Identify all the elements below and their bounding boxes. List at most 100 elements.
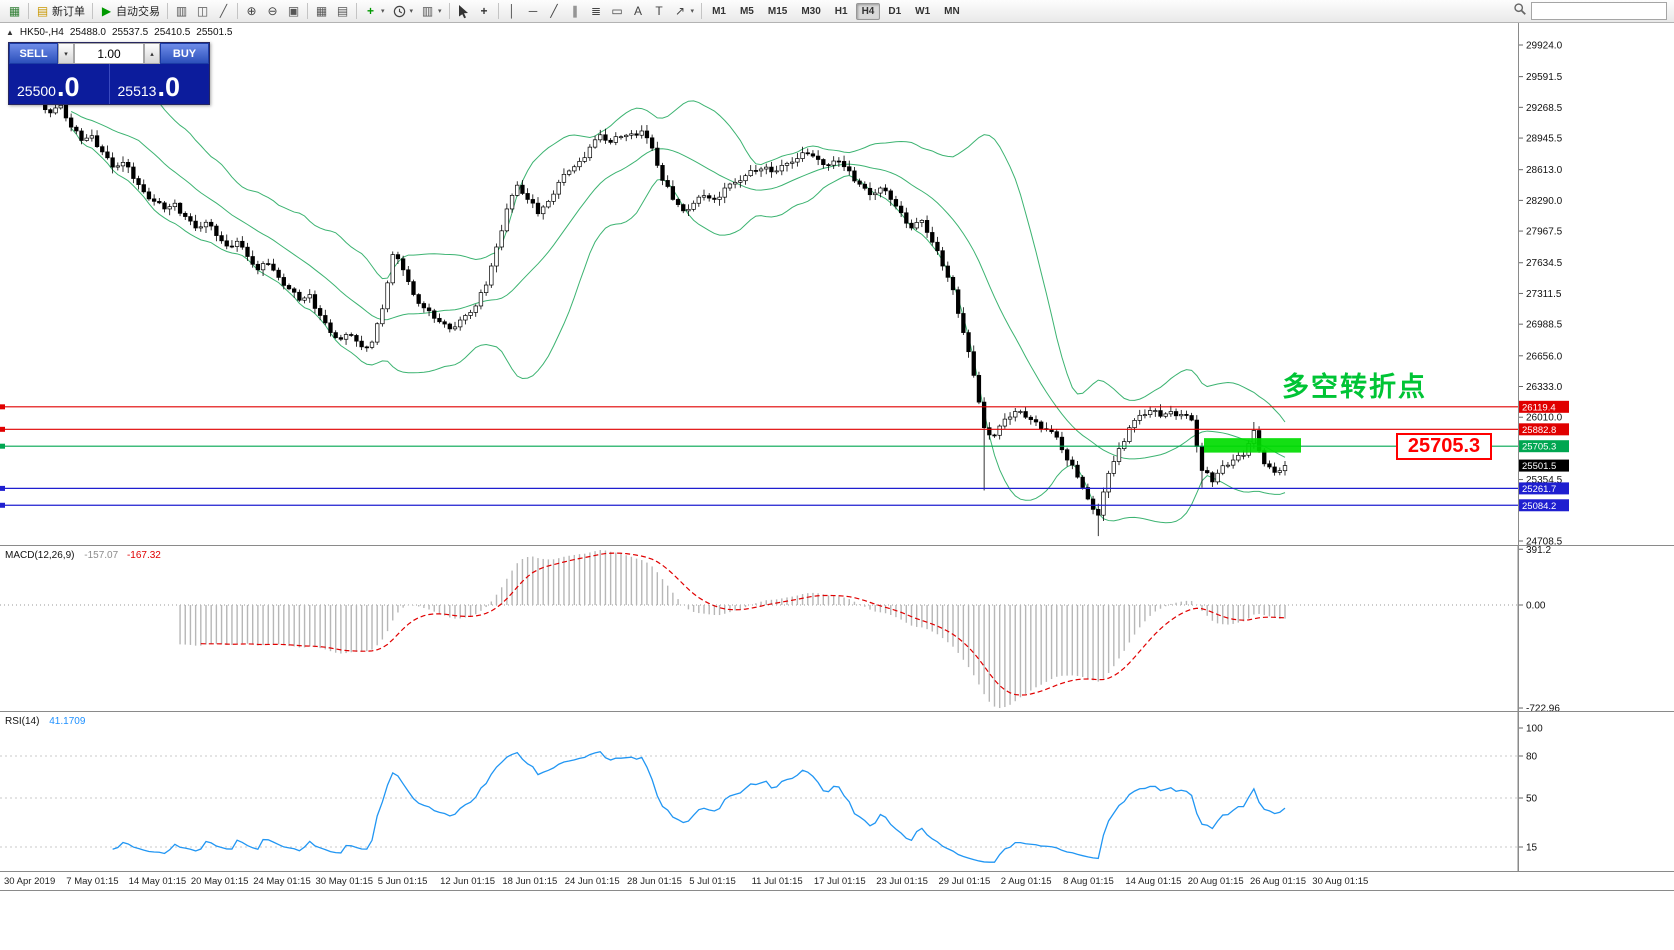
arrows-button[interactable]: ↗ ▾ bbox=[670, 1, 699, 22]
svg-text:-722.96: -722.96 bbox=[1526, 704, 1560, 712]
price-chart-canvas[interactable]: 29924.0 29591.5 29268.5 28945.5 28613.0 28290… bbox=[0, 22, 1674, 546]
macd-panel-canvas[interactable]: 391.2 0.00 -722.96 bbox=[0, 546, 1674, 712]
chart-bars-button[interactable]: ▥ bbox=[171, 1, 192, 22]
svg-text:26333.0: 26333.0 bbox=[1526, 382, 1563, 393]
macd-name: MACD(12,26,9) bbox=[5, 550, 75, 561]
toolbar-search-input[interactable] bbox=[1531, 2, 1667, 20]
trendline-button[interactable]: ╱ bbox=[544, 1, 565, 22]
template-button[interactable]: ▥ ▾ bbox=[417, 1, 446, 22]
timeframe-m15[interactable]: M15 bbox=[762, 3, 793, 20]
sell-price-main: 25500 bbox=[17, 83, 56, 100]
zoom-out-icon: ⊖ bbox=[267, 4, 278, 18]
channel-button[interactable]: ∥ bbox=[565, 1, 586, 22]
trendline-icon: ╱ bbox=[550, 4, 558, 18]
svg-text:25705.3: 25705.3 bbox=[1522, 442, 1556, 453]
volume-decrease-button[interactable]: ▾ bbox=[58, 43, 74, 64]
quote-high: 25537.5 bbox=[111, 27, 149, 38]
collapse-icon[interactable]: ▲ bbox=[6, 28, 14, 37]
turning-point-annotation[interactable]: 多空转折点 bbox=[1282, 372, 1427, 402]
volume-input[interactable] bbox=[74, 43, 144, 64]
volume-increase-button[interactable]: ▴ bbox=[144, 43, 160, 64]
search-icon bbox=[1513, 2, 1527, 21]
add-indicator-button[interactable]: + ▾ bbox=[360, 1, 389, 22]
time-axis-label: 2 Aug 01:15 bbox=[1000, 876, 1052, 887]
horizontal-line-button[interactable]: ─ bbox=[523, 1, 544, 22]
svg-text:28613.0: 28613.0 bbox=[1526, 165, 1563, 176]
time-axis-label: 20 May 01:15 bbox=[190, 876, 249, 887]
arrange-icon: ▤ bbox=[336, 4, 349, 18]
buy-button[interactable]: BUY bbox=[160, 43, 209, 64]
panel-separator[interactable] bbox=[0, 545, 1674, 546]
svg-text:100: 100 bbox=[1526, 724, 1543, 735]
shapes-button[interactable]: ▭ bbox=[607, 1, 628, 22]
cursor-button[interactable] bbox=[453, 1, 474, 22]
crosshair-button[interactable]: + bbox=[474, 1, 495, 22]
crosshair-icon: + bbox=[480, 4, 488, 18]
toolbar-separator bbox=[167, 3, 168, 19]
rsi-panel-canvas[interactable]: 100 80 50 15 bbox=[0, 712, 1674, 871]
quote-low: 25410.5 bbox=[154, 27, 191, 38]
timeframe-h1[interactable]: H1 bbox=[829, 3, 854, 20]
sell-button[interactable]: SELL bbox=[9, 43, 58, 64]
fibonacci-icon: ≣ bbox=[591, 4, 602, 18]
timeframe-w1[interactable]: W1 bbox=[909, 3, 936, 20]
fibonacci-button[interactable]: ≣ bbox=[586, 1, 607, 22]
time-axis-label: 28 Jun 01:15 bbox=[627, 876, 682, 887]
timeframe-mn[interactable]: MN bbox=[938, 3, 966, 20]
app-icon[interactable]: ▦ bbox=[4, 1, 25, 22]
chart-candles-button[interactable]: ◫ bbox=[192, 1, 213, 22]
svg-text:27311.5: 27311.5 bbox=[1526, 289, 1562, 300]
price-axis-border bbox=[1518, 22, 1519, 871]
toolbar-search bbox=[1513, 2, 1670, 21]
symbol-period: HK50-,H4 bbox=[19, 27, 64, 38]
svg-text:29591.5: 29591.5 bbox=[1526, 72, 1563, 83]
cursor-icon bbox=[457, 4, 470, 19]
time-axis-label: 30 May 01:15 bbox=[315, 876, 374, 887]
arrows-icon: ↗ bbox=[675, 4, 686, 18]
price-callout[interactable]: 25705.3 bbox=[1396, 433, 1492, 460]
toolbar-separator bbox=[28, 3, 29, 19]
label-button[interactable]: T bbox=[649, 1, 670, 22]
template-icon: ▥ bbox=[421, 4, 434, 18]
periods-clock-icon bbox=[393, 5, 406, 18]
chart-bars-icon: ▥ bbox=[175, 4, 188, 18]
autotrade-button[interactable]: ▶ 自动交易 bbox=[96, 1, 164, 22]
sell-price-frac: .0 bbox=[56, 72, 80, 103]
time-axis-label: 18 Jun 01:15 bbox=[502, 876, 558, 887]
tile-windows-button[interactable]: ▦ bbox=[311, 1, 332, 22]
svg-text:27634.5: 27634.5 bbox=[1526, 258, 1563, 269]
periods-button[interactable]: ▾ bbox=[389, 1, 418, 22]
timeframe-m1[interactable]: M1 bbox=[706, 3, 732, 20]
toolbar-separator bbox=[307, 3, 308, 19]
zoom-out-button[interactable]: ⊖ bbox=[262, 1, 283, 22]
chart-line-button[interactable]: ╱ bbox=[213, 1, 234, 22]
window-bottom-separator bbox=[0, 890, 1674, 891]
label-icon: T bbox=[655, 4, 663, 18]
timeframe-m30[interactable]: M30 bbox=[795, 3, 826, 20]
toolbar-buttons: ▦ ▤ 新订单 ▶ 自动交易 ▥ ◫ ╱ ⊕ ⊖ ▣ ▦ ▤ + ▾ ▾ ▥ ▾ + │ ─ ╱ ∥ ≣ ▭ A T ↗ ▾ M1 M5 M1… bbox=[4, 1, 967, 22]
time-axis-label: 8 Aug 01:15 bbox=[1063, 876, 1114, 887]
panel-separator[interactable] bbox=[0, 711, 1674, 712]
toolbar-separator bbox=[237, 3, 238, 19]
arrange-windows-button[interactable]: ▤ bbox=[332, 1, 353, 22]
new-window-icon: ▣ bbox=[287, 4, 300, 18]
buy-price[interactable]: 25513 .0 bbox=[108, 64, 210, 104]
toolbar-separator bbox=[701, 3, 703, 19]
new-order-button[interactable]: ▤ 新订单 bbox=[32, 1, 89, 22]
svg-text:25882.8: 25882.8 bbox=[1522, 425, 1556, 436]
new-order-icon: ▤ bbox=[36, 4, 49, 18]
rsi-label: RSI(14) 41.1709 bbox=[5, 716, 85, 727]
timeframe-h4[interactable]: H4 bbox=[855, 2, 881, 20]
time-axis[interactable]: 30 Apr 2019 7 May 01:15 14 May 01:15 20 May… bbox=[0, 871, 1674, 890]
timeframe-m5[interactable]: M5 bbox=[734, 3, 760, 20]
zoom-in-button[interactable]: ⊕ bbox=[241, 1, 262, 22]
svg-text:24708.5: 24708.5 bbox=[1526, 537, 1563, 547]
vertical-line-button[interactable]: │ bbox=[502, 1, 523, 22]
sell-price[interactable]: 25500 .0 bbox=[9, 64, 109, 104]
svg-text:80: 80 bbox=[1526, 752, 1538, 763]
new-window-button[interactable]: ▣ bbox=[283, 1, 304, 22]
text-button[interactable]: A bbox=[628, 1, 649, 22]
timeframe-d1[interactable]: D1 bbox=[882, 3, 907, 20]
time-axis-label: 23 Jul 01:15 bbox=[876, 876, 928, 887]
app-icon: ▦ bbox=[8, 4, 21, 18]
